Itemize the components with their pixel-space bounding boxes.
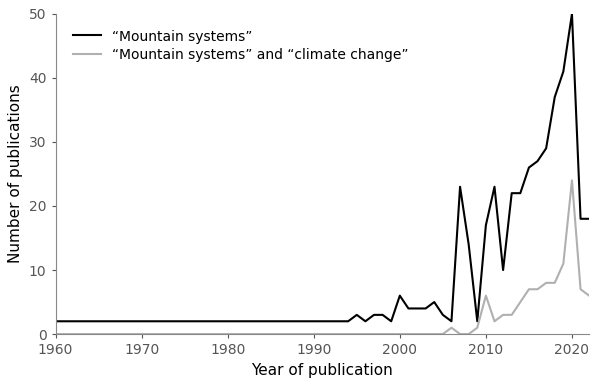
“Mountain systems”	[422, 306, 429, 311]
“Mountain systems”	[568, 12, 575, 16]
X-axis label: Year of publication: Year of publication	[251, 363, 393, 378]
“Mountain systems” and “climate change”	[215, 332, 223, 337]
“Mountain systems”	[577, 217, 584, 221]
“Mountain systems” and “climate change”	[319, 332, 326, 337]
“Mountain systems” and “climate change”	[198, 332, 205, 337]
“Mountain systems” and “climate change”	[52, 332, 59, 337]
Line: “Mountain systems” and “climate change”: “Mountain systems” and “climate change”	[56, 180, 589, 334]
“Mountain systems”	[302, 319, 309, 323]
Y-axis label: Number of publications: Number of publications	[8, 85, 23, 263]
Line: “Mountain systems”: “Mountain systems”	[56, 14, 589, 321]
“Mountain systems” and “climate change”	[577, 287, 584, 291]
“Mountain systems”	[586, 217, 593, 221]
“Mountain systems” and “climate change”	[586, 293, 593, 298]
Legend: “Mountain systems”, “Mountain systems” and “climate change”: “Mountain systems”, “Mountain systems” a…	[68, 24, 415, 67]
“Mountain systems”	[52, 319, 59, 323]
“Mountain systems”	[319, 319, 326, 323]
“Mountain systems”	[215, 319, 223, 323]
“Mountain systems” and “climate change”	[302, 332, 309, 337]
“Mountain systems” and “climate change”	[568, 178, 575, 183]
“Mountain systems” and “climate change”	[422, 332, 429, 337]
“Mountain systems”	[198, 319, 205, 323]
